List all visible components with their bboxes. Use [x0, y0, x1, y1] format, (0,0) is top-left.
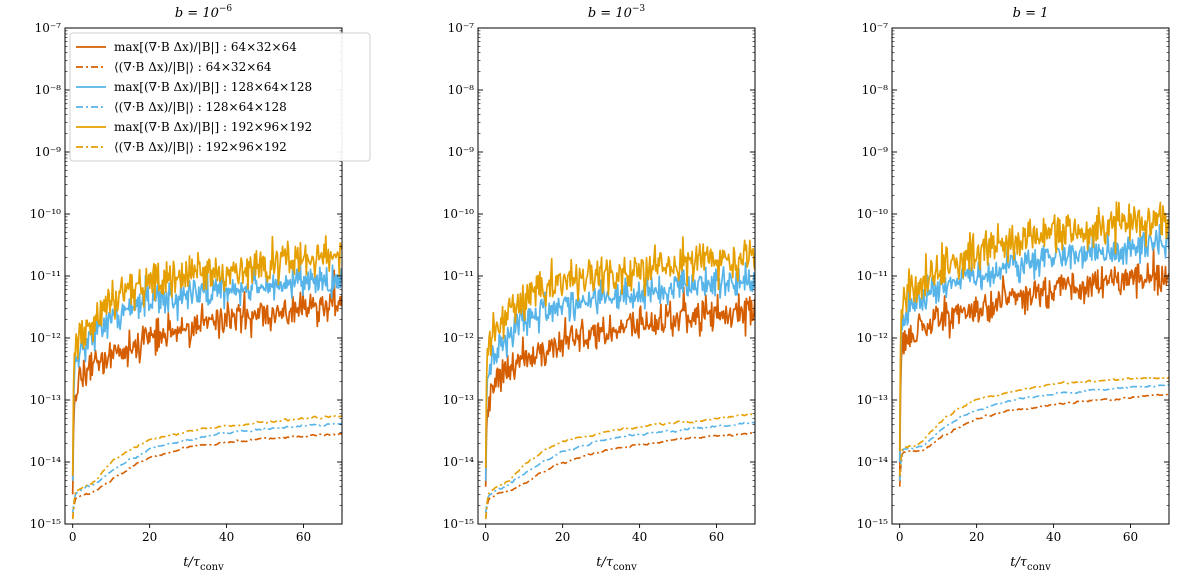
- y-tick-label: 10⁻¹¹: [857, 269, 888, 283]
- y-tick-label: 10⁻¹⁵: [30, 517, 61, 531]
- panel-2: 10⁻¹⁵ 10⁻¹⁴ 10⁻¹³ 10⁻¹² 10⁻¹¹ 10⁻¹⁰ 10⁻⁹ 10⁻⁸ 10…: [443, 4, 756, 573]
- x-tick-label: 0: [896, 530, 904, 544]
- y-tick-label: 10⁻⁹: [862, 145, 889, 159]
- series-group: [484, 236, 755, 520]
- series-line-5: [71, 235, 342, 476]
- y-tick-label: 10⁻¹⁰: [30, 207, 61, 221]
- y-tick-label: 10⁻¹⁴: [30, 455, 61, 469]
- legend-entry-label: ⟨(∇·B Δx)/|B|⟩ : 64×32×64: [114, 60, 272, 74]
- series-line-6: [484, 412, 755, 520]
- y-tick-label: 10⁻¹²: [30, 331, 61, 345]
- series-group: [898, 201, 1169, 487]
- series-group: [71, 235, 342, 520]
- y-tick-label: 10⁻¹³: [857, 393, 888, 407]
- x-tick-label: 20: [555, 530, 570, 544]
- y-tick-label: 10⁻¹¹: [30, 269, 61, 283]
- panel-title: b = 10−3: [588, 4, 646, 21]
- y-tick-label: 10⁻⁷: [35, 21, 62, 35]
- y-tick-label: 10⁻¹³: [443, 393, 474, 407]
- series-line-6: [71, 414, 342, 520]
- y-tick-label: 10⁻¹²: [857, 331, 888, 345]
- y-tick-label: 10⁻¹⁰: [857, 207, 888, 221]
- y-tick-label: 10⁻⁷: [448, 21, 475, 35]
- series-line-2: [898, 393, 1169, 487]
- legend-box: [69, 32, 371, 162]
- legend-entry-label: max[(∇·B Δx)/|B|] : 192×96×192: [114, 120, 312, 134]
- series-line-6: [898, 376, 1169, 476]
- y-tick-label: 10⁻¹⁵: [443, 517, 474, 531]
- legend-entry-label: max[(∇·B Δx)/|B|] : 64×32×64: [114, 40, 297, 54]
- y-tick-label: 10⁻⁷: [862, 21, 889, 35]
- x-tick-label: 60: [296, 530, 311, 544]
- series-line-1: [898, 247, 1169, 481]
- panel-title: b = 10−6: [175, 4, 233, 21]
- legend: max[(∇·B Δx)/|B|] : 64×32×64 ⟨(∇·B Δx)/|B…: [69, 32, 371, 162]
- x-tick-label: 60: [709, 530, 724, 544]
- legend-entry-label: ⟨(∇·B Δx)/|B|⟩ : 128×64×128: [114, 100, 287, 114]
- x-axis-label: t/τconv: [183, 555, 224, 573]
- series-line-5: [484, 236, 755, 469]
- series-line-4: [898, 383, 1169, 481]
- series-line-1: [71, 269, 342, 495]
- panel-1: 10⁻¹⁵ 10⁻¹⁴ 10⁻¹³ 10⁻¹² 10⁻¹¹ 10⁻¹⁰ 10⁻⁹ 10⁻⁸ 10…: [30, 4, 343, 573]
- x-axis-label: t/τconv: [596, 555, 637, 573]
- y-tick-label: 10⁻¹⁵: [857, 517, 888, 531]
- x-tick-label: 40: [1046, 530, 1061, 544]
- y-tick-label: 10⁻¹³: [30, 393, 61, 407]
- x-tick-label: 0: [482, 530, 490, 544]
- legend-entry-label: max[(∇·B Δx)/|B|] : 128×64×128: [114, 80, 312, 94]
- y-tick-label: 10⁻¹⁰: [443, 207, 474, 221]
- series-line-1: [484, 286, 755, 487]
- y-tick-label: 10⁻⁹: [448, 145, 475, 159]
- y-tick-label: 10⁻⁸: [35, 83, 62, 97]
- x-tick-label: 20: [969, 530, 984, 544]
- y-tick-label: 10⁻¹¹: [443, 269, 474, 283]
- y-tick-label: 10⁻¹⁴: [857, 455, 888, 469]
- series-line-2: [484, 430, 755, 520]
- series-line-3: [484, 262, 755, 481]
- series-line-5: [898, 201, 1169, 452]
- x-tick-label: 40: [219, 530, 234, 544]
- y-tick-label: 10⁻⁹: [35, 145, 62, 159]
- panel-title: b = 1: [1013, 6, 1049, 21]
- series-line-2: [71, 432, 342, 520]
- x-tick-label: 40: [632, 530, 647, 544]
- legend-entry-label: ⟨(∇·B Δx)/|B|⟩ : 192×96×192: [114, 140, 287, 154]
- y-tick-label: 10⁻¹²: [443, 331, 474, 345]
- y-tick-label: 10⁻⁸: [448, 83, 475, 97]
- x-tick-label: 0: [69, 530, 77, 544]
- y-tick-label: 10⁻⁸: [862, 83, 889, 97]
- series-line-4: [71, 422, 342, 514]
- series-line-4: [484, 421, 755, 514]
- series-line-3: [898, 223, 1169, 463]
- y-tick-label: 10⁻¹⁴: [443, 455, 474, 469]
- panel-3: 10⁻¹⁵ 10⁻¹⁴ 10⁻¹³ 10⁻¹² 10⁻¹¹ 10⁻¹⁰ 10⁻⁹ 10⁻⁸ 10…: [857, 6, 1170, 573]
- x-axis-label: t/τconv: [1010, 555, 1051, 573]
- x-tick-label: 20: [142, 530, 157, 544]
- x-tick-label: 60: [1123, 530, 1138, 544]
